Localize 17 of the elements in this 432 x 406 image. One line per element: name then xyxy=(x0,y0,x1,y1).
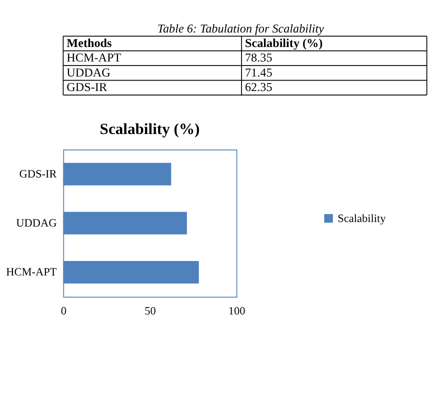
chart-title: Scalability (%) xyxy=(100,120,200,138)
text: 62.35 xyxy=(245,80,272,94)
text: 78.35 xyxy=(245,50,272,65)
legend-label: Scalability xyxy=(338,212,386,225)
y-tick-label: HCM-APT xyxy=(6,266,57,279)
text: HCM-APT xyxy=(66,50,122,65)
text: 71.45 xyxy=(245,65,272,80)
text: Methods xyxy=(66,36,112,50)
x-tick-label: 50 xyxy=(144,305,156,318)
x-tick-label: 0 xyxy=(60,305,67,318)
x-tick-label: 100 xyxy=(228,305,246,318)
y-tick-label: UDDAG xyxy=(16,218,57,230)
text: Scalability (%) xyxy=(245,36,323,50)
y-tick-label: GDS-IR xyxy=(19,168,58,181)
text: GDS-IR xyxy=(66,80,108,94)
text: UDDAG xyxy=(66,65,111,80)
text: Table 6: Tabulation for Scalability xyxy=(157,22,325,36)
